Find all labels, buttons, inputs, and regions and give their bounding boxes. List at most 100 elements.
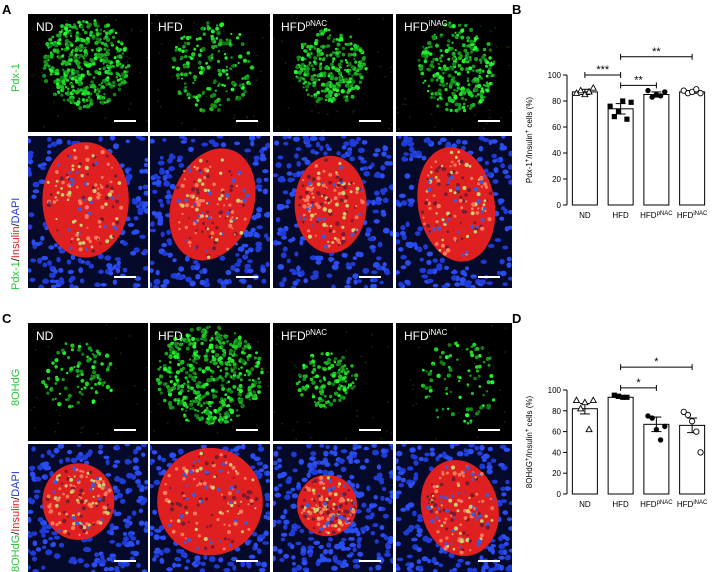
bar-2 (607, 396, 634, 495)
micrograph-8ohdg-green-3: HFDpNAC (273, 323, 393, 441)
y-tick-label: 20 (552, 469, 561, 478)
y-tick-label: 80 (552, 407, 561, 416)
bar-3 (643, 94, 670, 206)
data-point (611, 114, 617, 120)
x-tick-label: ND (579, 211, 591, 220)
y-tick-label: 60 (552, 123, 561, 132)
data-point (657, 437, 664, 443)
y-tick-label: 100 (548, 71, 562, 80)
group-label-pdx1-4: HFDiNAC (404, 19, 448, 35)
data-point (649, 94, 655, 100)
data-point (688, 418, 696, 425)
data-point (645, 87, 651, 94)
data-point (697, 90, 704, 97)
data-point (653, 426, 660, 433)
panel-label-a: A (2, 2, 12, 17)
data-point (628, 99, 634, 105)
panel-label-c: C (2, 311, 12, 326)
micrograph-pdx1-green-4: HFDiNAC (396, 14, 512, 132)
data-point (620, 394, 626, 400)
y-tick-label: 0 (557, 201, 562, 210)
y-tick-label: 0 (557, 490, 562, 499)
data-point (624, 394, 630, 400)
scale-bar (114, 560, 136, 562)
y-tick-label: 20 (552, 175, 561, 184)
x-tick-label: HFDiNAC (677, 500, 708, 509)
scale-bar (359, 276, 381, 278)
bar-3 (643, 423, 670, 495)
data-point (697, 449, 704, 456)
panel-label-d: D (512, 311, 522, 326)
x-tick-label: ND (579, 500, 591, 509)
scale-bar (114, 429, 136, 431)
scale-bar (114, 276, 136, 278)
bar-1 (571, 91, 598, 206)
data-point (620, 98, 626, 104)
data-point (576, 404, 585, 412)
bar-4 (679, 424, 706, 495)
x-tick-label: HFD (612, 211, 629, 220)
data-point (572, 396, 581, 404)
data-point (624, 116, 630, 122)
data-point (693, 86, 700, 93)
micrograph-pdx1-merge-4 (396, 136, 512, 288)
micrograph-8ohdg-green-4: HFDiNAC (396, 323, 512, 441)
x-tick-label: HFDiNAC (677, 211, 708, 220)
data-point (585, 425, 593, 433)
group-label-8ohdg-4: HFDiNAC (404, 328, 448, 344)
group-label-8ohdg-2: HFD (158, 329, 183, 343)
data-point (657, 93, 664, 99)
panel-label-b: B (512, 2, 522, 17)
bar-chart-pdx1: Pdx-1+/Insulin+ cells (%) 0 20 40 60 80 100 ND H… (525, 46, 708, 220)
micrograph-pdx1-merge-2 (150, 136, 270, 288)
data-point (693, 428, 700, 435)
micrograph-pdx1-green-2: HFD (150, 14, 270, 132)
data-point (589, 83, 598, 91)
data-point (589, 396, 598, 404)
x-tick-label: HFDpNAC (640, 211, 673, 220)
data-point (684, 411, 692, 419)
data-point (585, 87, 593, 95)
row-label-8ohdg: 8OHdG (10, 368, 22, 406)
micrograph-8ohdg-merge-1 (28, 444, 148, 572)
scale-bar (114, 120, 136, 122)
scale-bar (236, 276, 258, 278)
bar-chart-8ohdg: 8OHdG+/Insulin+ cells (%) 0 20 40 60 80 100 ND H… (525, 356, 708, 509)
scale-bar (478, 560, 500, 562)
scale-bar (478, 429, 500, 431)
y-axis-label: 8OHdG+/Insulin+ cells (%) (525, 395, 534, 488)
scale-bar (359, 560, 381, 562)
scale-bar (478, 276, 500, 278)
data-point (611, 392, 617, 398)
scale-bar (478, 120, 500, 122)
significance-stars: * (654, 356, 659, 368)
group-label-8ohdg-3: HFDpNAC (281, 328, 328, 344)
micrograph-pdx1-merge-3 (273, 136, 393, 288)
significance-stars: ** (634, 74, 643, 86)
micrograph-8ohdg-green-2: HFD (150, 323, 270, 441)
data-point (649, 415, 655, 421)
row-label-pdx1-insulin-dapi: Pdx-1/Insulin/DAPI (10, 197, 22, 290)
y-axis-label: Pdx-1+/Insulin+ cells (%) (525, 97, 534, 184)
data-point (680, 408, 687, 415)
bar-2 (607, 108, 634, 206)
row-label-pdx1: Pdx-1 (10, 63, 22, 92)
significance-stars: *** (596, 64, 610, 76)
data-point (615, 393, 622, 399)
data-point (662, 89, 668, 95)
data-point (581, 398, 589, 406)
y-tick-label: 60 (552, 428, 561, 437)
micrograph-8ohdg-merge-4 (396, 444, 512, 572)
group-label-pdx1-2: HFD (158, 20, 183, 34)
data-point (607, 103, 613, 109)
bar-1 (571, 408, 598, 495)
data-point (653, 91, 660, 98)
scale-bar (236, 429, 258, 431)
micrograph-pdx1-merge-1 (28, 136, 148, 288)
micrograph-pdx1-green-3: HFDpNAC (273, 14, 393, 132)
scale-bar (236, 560, 258, 562)
y-tick-label: 80 (552, 97, 561, 106)
micrograph-8ohdg-merge-2 (150, 444, 270, 572)
data-point (576, 86, 585, 94)
significance-stars: ** (652, 46, 661, 58)
